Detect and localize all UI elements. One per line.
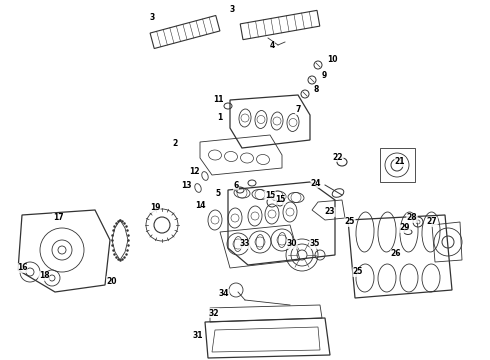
Text: 16: 16 <box>17 264 27 273</box>
Text: 8: 8 <box>313 85 318 94</box>
Text: 14: 14 <box>195 202 205 211</box>
Text: 26: 26 <box>391 249 401 258</box>
Text: 29: 29 <box>400 224 410 233</box>
Text: 18: 18 <box>39 271 49 280</box>
Text: 31: 31 <box>193 332 203 341</box>
Text: 30: 30 <box>287 239 297 248</box>
Text: 25: 25 <box>353 267 363 276</box>
Text: 15: 15 <box>265 190 275 199</box>
Text: 17: 17 <box>53 213 63 222</box>
Text: 28: 28 <box>407 213 417 222</box>
Text: 19: 19 <box>150 203 160 212</box>
Text: 1: 1 <box>218 113 222 122</box>
Text: 23: 23 <box>325 207 335 216</box>
Text: 24: 24 <box>311 179 321 188</box>
Text: 13: 13 <box>181 180 191 189</box>
Text: 25: 25 <box>345 217 355 226</box>
Text: 35: 35 <box>310 239 320 248</box>
Text: 32: 32 <box>209 309 219 318</box>
Text: 15: 15 <box>275 195 285 204</box>
Text: 4: 4 <box>270 41 274 50</box>
Text: 33: 33 <box>240 239 250 248</box>
Text: 3: 3 <box>149 13 155 22</box>
Text: 22: 22 <box>333 153 343 162</box>
Text: 21: 21 <box>395 158 405 166</box>
Text: 12: 12 <box>189 167 199 176</box>
Text: 27: 27 <box>427 217 437 226</box>
Text: 20: 20 <box>107 276 117 285</box>
Text: 6: 6 <box>233 180 239 189</box>
Text: 2: 2 <box>172 139 178 148</box>
Text: 7: 7 <box>295 105 301 114</box>
Text: 11: 11 <box>213 95 223 104</box>
Text: 5: 5 <box>216 189 220 198</box>
Text: 9: 9 <box>321 72 327 81</box>
Text: 34: 34 <box>219 289 229 298</box>
Text: 3: 3 <box>229 5 235 14</box>
Text: 10: 10 <box>327 55 337 64</box>
